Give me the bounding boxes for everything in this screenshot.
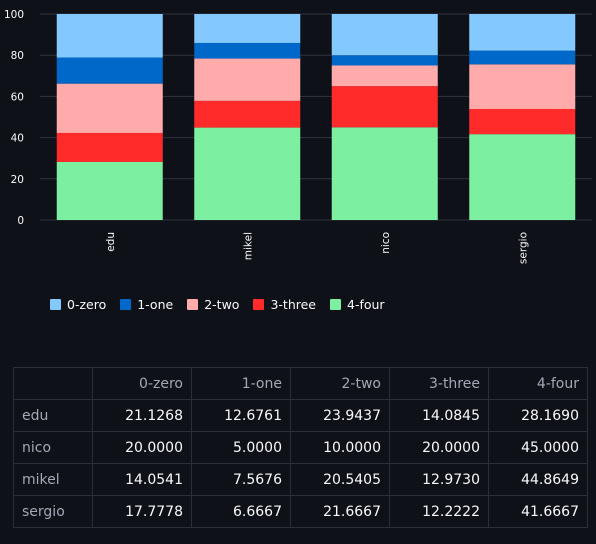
table-cell[interactable]: 21.1268 [91, 399, 192, 432]
bar-segment [194, 42, 301, 59]
y-tick-label: 40 [11, 133, 24, 145]
legend-swatch [120, 299, 132, 310]
table-column-header[interactable]: 2-two [289, 367, 390, 400]
bar-segment [331, 65, 438, 87]
legend-label: 1-one [137, 297, 174, 312]
table-cell[interactable]: 5.0000 [190, 431, 291, 464]
legend-item[interactable]: 1-one [120, 297, 173, 312]
table-cell[interactable]: 7.5676 [190, 463, 291, 496]
legend-label: 2-two [204, 297, 240, 312]
y-tick-label: 0 [17, 215, 24, 227]
table-index-header [13, 367, 93, 400]
bar-segment [331, 86, 438, 128]
bar-segment [194, 13, 301, 43]
x-category-label: sergio [517, 232, 529, 264]
legend-swatch [50, 299, 61, 310]
table-cell[interactable]: 6.6667 [190, 495, 291, 528]
table-cell[interactable]: 14.0845 [388, 399, 489, 432]
row-label: edu [13, 399, 93, 432]
table-cell[interactable]: 44.8649 [487, 463, 589, 496]
table-column-header[interactable]: 0-zero [91, 367, 192, 400]
legend-swatch [330, 299, 341, 310]
table-column-header[interactable]: 1-one [190, 367, 291, 400]
bar-segment [56, 132, 163, 162]
table-cell[interactable]: 10.0000 [289, 431, 390, 464]
table-cell[interactable]: 45.0000 [487, 431, 589, 464]
table-cell[interactable]: 17.7778 [91, 495, 192, 528]
row-label: sergio [13, 495, 93, 528]
table-cell[interactable]: 20.0000 [91, 431, 192, 464]
table-row: sergio 17.7778 6.6667 21.6667 12.2222 41… [13, 495, 589, 528]
bar-segment [469, 108, 576, 135]
table-cell[interactable]: 14.0541 [91, 463, 192, 496]
bar-segment [56, 161, 163, 220]
bar-segment [56, 13, 163, 58]
table-cell[interactable]: 12.6761 [190, 399, 291, 432]
y-tick-label: 60 [11, 91, 24, 103]
table-cell[interactable]: 21.6667 [289, 495, 390, 528]
table-row: nico 20.0000 5.0000 10.0000 20.0000 45.0… [13, 431, 589, 464]
bar-segment [331, 14, 438, 56]
bar-segment [331, 127, 438, 220]
row-label: nico [13, 431, 93, 464]
bar-segment [194, 127, 301, 220]
bar-segment [469, 50, 576, 65]
table-cell[interactable]: 20.5405 [289, 463, 390, 496]
bar-segment [331, 55, 438, 66]
x-category-label: edu [105, 232, 117, 252]
bar-segment [194, 58, 301, 101]
bar-segment [194, 100, 301, 128]
x-category-label: nico [380, 232, 392, 254]
legend-item[interactable]: 0-zero [50, 297, 106, 312]
legend-item[interactable]: 4-four [330, 297, 385, 312]
y-tick-label: 80 [11, 50, 24, 62]
legend-item[interactable]: 2-two [187, 297, 239, 312]
table-cell[interactable]: 28.1690 [487, 399, 589, 432]
data-table: 0-zero 1-one 2-two 3-three 4-four edu 21… [13, 367, 589, 528]
bar-segment [469, 64, 576, 109]
legend-label: 0-zero [67, 297, 107, 312]
table-cell[interactable]: 41.6667 [487, 495, 589, 528]
x-category-label: mikel [242, 232, 254, 260]
y-tick-label: 20 [11, 174, 24, 186]
legend-item[interactable]: 3-three [253, 297, 316, 312]
bar-segment [469, 134, 576, 220]
legend-label: 3-three [270, 297, 316, 312]
bar-segment [469, 13, 576, 51]
table-cell[interactable]: 12.9730 [388, 463, 489, 496]
table-header-row: 0-zero 1-one 2-two 3-three 4-four [13, 367, 589, 400]
legend-swatch [253, 299, 265, 310]
table-cell[interactable]: 23.9437 [289, 399, 390, 432]
stacked-bar-chart: 0 20 40 60 80 100 edu mikel nico sergio [4, 9, 592, 264]
chart-legend: 0-zero 1-one 2-two 3-three 4-four [50, 297, 385, 312]
row-label: mikel [13, 463, 93, 496]
bar-segment [56, 83, 163, 133]
table-row: mikel 14.0541 7.5676 20.5405 12.9730 44.… [13, 463, 589, 496]
table-cell[interactable]: 12.2222 [388, 495, 489, 528]
y-tick-label: 100 [4, 9, 24, 21]
chart-canvas: 0 20 40 60 80 100 edu mikel nico sergio [4, 9, 592, 264]
legend-swatch [187, 299, 199, 310]
table-column-header[interactable]: 3-three [388, 367, 489, 400]
legend-label: 4-four [347, 297, 385, 312]
bar-segment [56, 57, 163, 84]
table-row: edu 21.1268 12.6761 23.9437 14.0845 28.1… [13, 399, 589, 432]
table-cell[interactable]: 20.0000 [388, 431, 489, 464]
table-column-header[interactable]: 4-four [487, 367, 589, 400]
